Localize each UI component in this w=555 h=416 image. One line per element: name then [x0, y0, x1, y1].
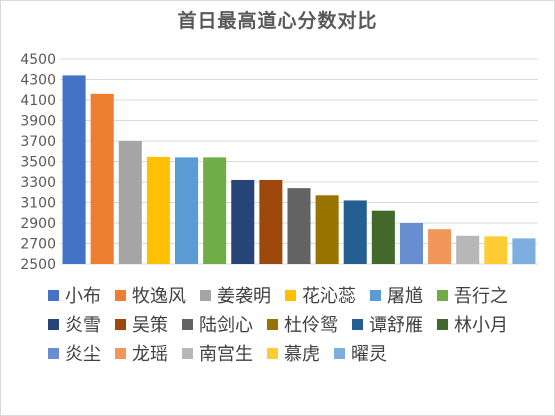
legend-swatch: [437, 289, 448, 301]
legend-item: 曜灵: [334, 341, 387, 365]
legend-swatch: [370, 289, 381, 301]
legend-item: 花沁蕊: [285, 283, 356, 307]
legend-swatch: [48, 347, 59, 359]
bar-10: [315, 195, 339, 264]
bar-16: [484, 236, 508, 264]
legend-swatch: [115, 347, 126, 359]
legend-item: 姜袭明: [200, 283, 271, 307]
legend-swatch: [48, 289, 59, 301]
bar-4: [146, 156, 170, 264]
bar-11: [343, 200, 367, 264]
legend-item: 屠馗: [370, 283, 423, 307]
y-tick-label: 3300: [20, 175, 56, 191]
bar-6: [203, 157, 227, 264]
legend-item: 牧逸风: [115, 283, 186, 307]
legend-swatch: [352, 318, 363, 330]
legend-label: 吾行之: [454, 286, 508, 307]
legend-item: 炎雪: [48, 312, 101, 336]
legend-swatch: [267, 318, 278, 330]
legend-item: 南宫生: [182, 341, 253, 365]
legend-item: 杜伶鸳: [267, 312, 338, 336]
bar-1: [62, 75, 86, 265]
bar-17: [512, 238, 536, 264]
legend-swatch: [437, 318, 448, 330]
legend-swatch: [182, 318, 193, 330]
legend-label: 牧逸风: [132, 286, 186, 307]
legend-item: 吴策: [115, 312, 168, 336]
legend-label: 谭舒雁: [369, 315, 423, 336]
y-tick-label: 3900: [20, 114, 56, 130]
legend-item: 林小月: [437, 312, 508, 336]
y-tick-label: 3500: [20, 155, 56, 171]
legend-label: 炎尘: [65, 344, 101, 365]
legend-swatch: [267, 347, 278, 359]
bar-2: [90, 93, 114, 264]
legend-item: 小布: [48, 283, 101, 307]
bar-3: [118, 141, 142, 264]
legend-label: 姜袭明: [217, 286, 271, 307]
legend-label: 林小月: [454, 315, 508, 336]
legend-label: 屠馗: [387, 286, 423, 307]
legend-label: 曜灵: [351, 344, 387, 365]
legend-item: 吾行之: [437, 283, 508, 307]
bar-14: [428, 229, 452, 264]
bar-12: [371, 210, 395, 264]
legend-label: 吴策: [132, 315, 168, 336]
y-tick-label: 3700: [20, 134, 56, 150]
bar-5: [175, 157, 199, 264]
legend-swatch: [200, 289, 211, 301]
legend-label: 杜伶鸳: [284, 315, 338, 336]
bar-8: [259, 179, 283, 264]
legend-label: 南宫生: [199, 344, 253, 365]
bar-13: [399, 223, 423, 264]
y-tick-label: 4100: [20, 93, 56, 109]
legend-swatch: [115, 318, 126, 330]
legend-item: 龙瑶: [115, 341, 168, 365]
y-tick-label: 2900: [20, 216, 56, 232]
legend-item: 慕虎: [267, 341, 320, 365]
bar-9: [287, 188, 311, 264]
legend-label: 龙瑶: [132, 344, 168, 365]
legend-swatch: [115, 289, 126, 301]
legend-label: 陆剑心: [199, 315, 253, 336]
legend-item: 炎尘: [48, 341, 101, 365]
bar-7: [231, 179, 255, 264]
legend-swatch: [182, 347, 193, 359]
legend-label: 炎雪: [65, 315, 101, 336]
legend-label: 慕虎: [284, 344, 320, 365]
legend-item: 谭舒雁: [352, 312, 423, 336]
legend-swatch: [285, 289, 296, 301]
y-tick-label: 4300: [20, 73, 56, 89]
legend-label: 小布: [65, 286, 101, 307]
legend-swatch: [48, 318, 59, 330]
chart-title: 首日最高道心分数对比: [177, 10, 378, 32]
legend-item: 陆剑心: [182, 312, 253, 336]
y-tick-label: 3100: [20, 196, 56, 212]
legend-swatch: [334, 347, 345, 359]
bar-15: [456, 235, 480, 264]
y-tick-label: 2500: [20, 257, 56, 273]
y-tick-label: 2700: [20, 237, 56, 253]
y-tick-label: 4500: [20, 52, 56, 68]
legend-label: 花沁蕊: [302, 286, 356, 307]
